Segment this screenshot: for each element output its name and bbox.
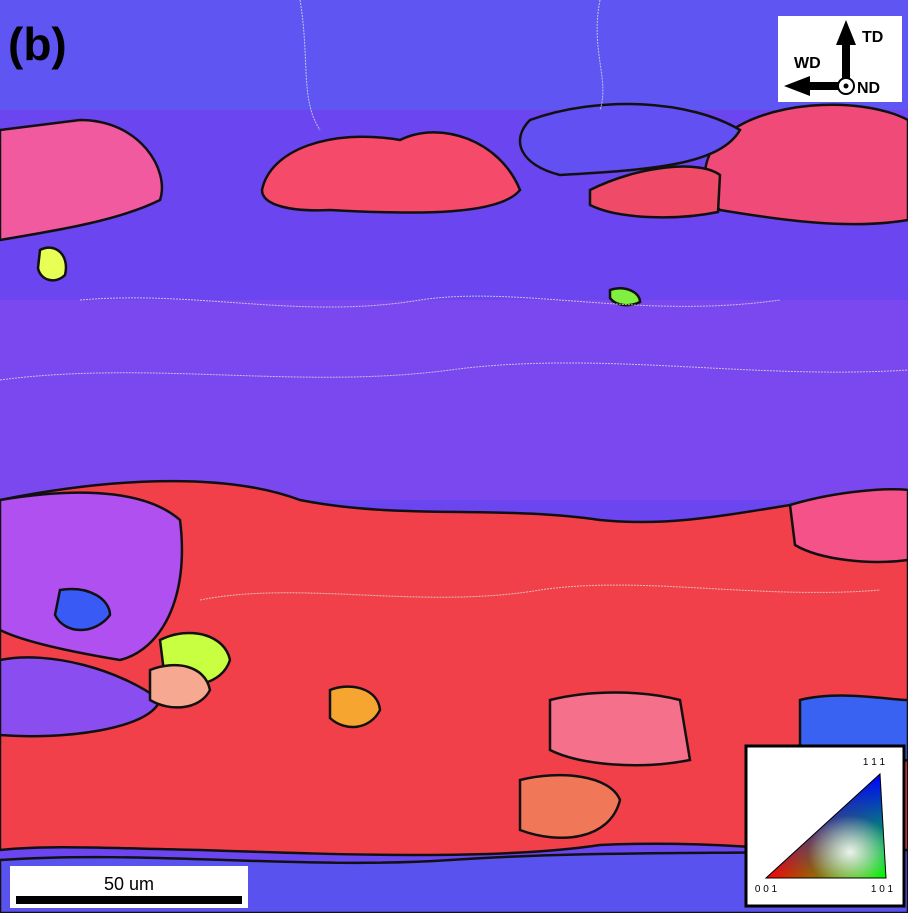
grain	[548, 691, 692, 767]
grain	[0, 491, 184, 662]
ipf-label-111: 1 1 1	[863, 757, 886, 768]
nd-label: ND	[857, 80, 880, 97]
grain	[328, 685, 382, 729]
grain	[36, 246, 68, 282]
ipf-legend: 1 1 1 0 0 1 1 0 1	[744, 744, 906, 908]
wd-label: WD	[794, 55, 821, 72]
grain-boundary	[199, 584, 881, 601]
grain	[518, 102, 742, 177]
scale-bar-label: 50 um	[104, 874, 154, 894]
panel-label: (b)	[8, 18, 67, 70]
grain	[788, 488, 908, 564]
grain-boundary	[0, 362, 908, 381]
ipf-label-001: 0 0 1	[755, 884, 778, 895]
grain	[53, 587, 112, 632]
ipf-triangle-white	[764, 772, 887, 879]
orientation-key: TD WD ND	[778, 16, 902, 102]
td-label: TD	[862, 29, 883, 46]
grain	[518, 774, 622, 840]
scale-bar-line	[16, 896, 242, 904]
grain	[588, 165, 722, 219]
grain	[260, 131, 522, 214]
nd-symbol-dot	[843, 83, 849, 89]
grain-region	[0, 300, 908, 500]
grain	[0, 118, 164, 242]
td-arrow	[836, 20, 856, 78]
grain-region	[0, 479, 908, 862]
grain-boundary	[299, 0, 604, 131]
scale-bar: 50 um	[10, 866, 248, 908]
wd-arrow	[784, 76, 840, 96]
ipf-label-101: 1 0 1	[871, 884, 894, 895]
grain-boundary	[79, 295, 781, 308]
grain	[608, 287, 642, 307]
grain-region	[0, 0, 908, 110]
grain	[148, 663, 212, 709]
